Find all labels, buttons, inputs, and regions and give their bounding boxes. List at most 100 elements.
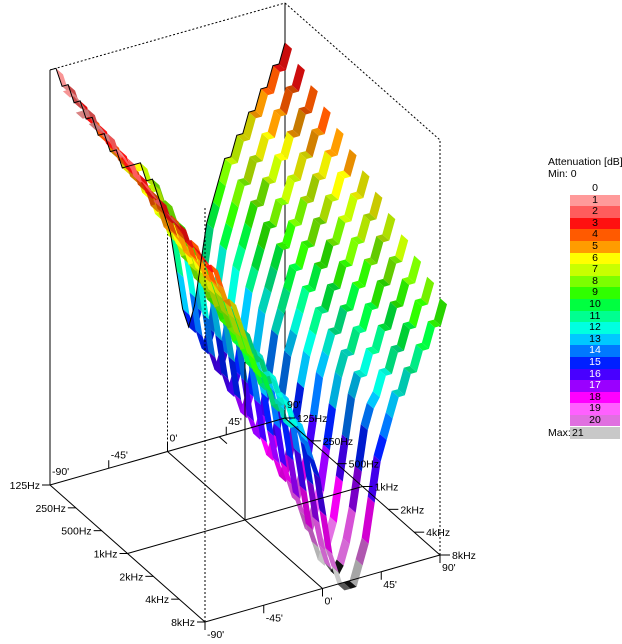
- surface-cell: [372, 369, 386, 398]
- surface-cell: [409, 300, 422, 328]
- surface-ribbon: [153, 199, 396, 504]
- surface-cell: [312, 516, 326, 551]
- surface-cell: [371, 280, 385, 309]
- surface-cell: [296, 286, 310, 314]
- surface-cell: [332, 216, 346, 245]
- surface-cell: [269, 199, 283, 227]
- surface-cell: [341, 393, 355, 441]
- freq-tick-label: 250Hz: [323, 436, 353, 448]
- surface-cell: [317, 106, 331, 135]
- surface-cell: [299, 485, 313, 530]
- surface-cell: [209, 297, 223, 342]
- freq-tick-label: 1kHz: [94, 549, 118, 561]
- freq-tick-label: 2kHz: [119, 571, 143, 583]
- surface-cell: [284, 329, 298, 357]
- legend-level: 17: [570, 379, 620, 392]
- surface-cell: [297, 350, 311, 389]
- surface-cell: [283, 420, 297, 428]
- surface-cell: [385, 390, 399, 419]
- surface-cell: [326, 238, 340, 247]
- surface-cell: [271, 308, 285, 336]
- surface-cell: [348, 465, 362, 513]
- surface-cell: [282, 397, 296, 422]
- surface-cell: [363, 213, 377, 221]
- box-edge: [284, 2, 441, 141]
- legend-level: 3: [570, 217, 620, 230]
- surface-cell: [236, 133, 250, 142]
- legend-level: 10: [570, 298, 620, 311]
- legend-min: Min: 0: [548, 168, 622, 180]
- legend-scale: 0 1 2 3 4 5 6 7 8 9 10 11 12 13 14 15 16 17 18 19 20: [548, 182, 622, 427]
- surface-cell: [347, 327, 360, 355]
- surface-cell: [263, 220, 277, 229]
- surface-cell: [249, 154, 263, 163]
- surface-cell: [384, 301, 397, 330]
- legend-max-swatch: [570, 427, 620, 440]
- surface-cell: [146, 187, 160, 203]
- surface-cell: [307, 218, 321, 247]
- surface-cell: [280, 416, 294, 461]
- surface-cell: [166, 212, 180, 227]
- surface-cell: [281, 176, 295, 204]
- surface-cell: [353, 369, 367, 378]
- surface-cell: [319, 195, 333, 224]
- surface-cell: [256, 177, 270, 206]
- surface-cell: [364, 257, 378, 266]
- surface-cell: [396, 278, 410, 307]
- surface-cell: [254, 88, 268, 117]
- surface-cell: [268, 154, 282, 183]
- surface-cell: [327, 282, 341, 291]
- surface-cell: [259, 369, 273, 394]
- surface-cell: [319, 510, 333, 555]
- surface-cell: [242, 112, 256, 140]
- surface-cell: [361, 496, 375, 544]
- legend-level: 12: [570, 322, 620, 334]
- surface-cell: [298, 106, 312, 115]
- surface-cell: [353, 325, 366, 334]
- surface-cell: [303, 329, 317, 357]
- legend-max: Max: 21: [548, 427, 622, 440]
- legend-level: 7: [570, 264, 620, 276]
- surface-cell: [222, 318, 236, 363]
- surface-cell: [341, 348, 354, 357]
- freq-tick-label: 4kHz: [426, 527, 450, 539]
- box-edge: [218, 436, 228, 444]
- angle-tick-label: -45': [111, 449, 128, 461]
- surface-cell: [320, 239, 334, 268]
- legend-level: 0: [570, 182, 620, 195]
- surface-cell: [415, 342, 429, 351]
- surface-cell: [114, 146, 128, 162]
- surface-cell: [289, 263, 303, 272]
- surface-cell: [232, 244, 246, 272]
- surface-cell: [402, 277, 416, 285]
- surface-cell: [211, 264, 224, 289]
- surface-cell: [294, 197, 308, 225]
- surface-cell: [378, 323, 391, 332]
- axis-ticks: 125Hz250Hz500Hz1kHz2kHz4kHz8kHz125Hz250H…: [10, 399, 476, 641]
- angle-tick-label: -45': [266, 612, 283, 624]
- surface-cell: [248, 110, 262, 119]
- legend-level: 9: [570, 287, 620, 299]
- surface-cell: [315, 305, 329, 314]
- surface-cell: [202, 313, 216, 358]
- surface-cell: [378, 367, 392, 376]
- surface-cell: [219, 222, 233, 251]
- surface-cell: [390, 344, 404, 353]
- surface-cell: [287, 174, 301, 183]
- freq-tick-label: 8kHz: [171, 617, 195, 629]
- surface-cell: [344, 193, 358, 222]
- surface-cell: [336, 538, 350, 566]
- surface-cell: [360, 402, 374, 431]
- surface-cell: [279, 461, 293, 486]
- surface-cell: [250, 199, 264, 208]
- surface-cell: [314, 261, 328, 270]
- surface-cell: [334, 305, 348, 334]
- surface-cell: [273, 423, 287, 468]
- surface-cell: [352, 280, 366, 289]
- surface-cell: [304, 85, 318, 113]
- surface-cell: [340, 304, 354, 312]
- surface-cell: [322, 328, 336, 357]
- surface-cell: [288, 218, 302, 227]
- surface-cell: [273, 108, 287, 117]
- surface-cell: [369, 191, 383, 220]
